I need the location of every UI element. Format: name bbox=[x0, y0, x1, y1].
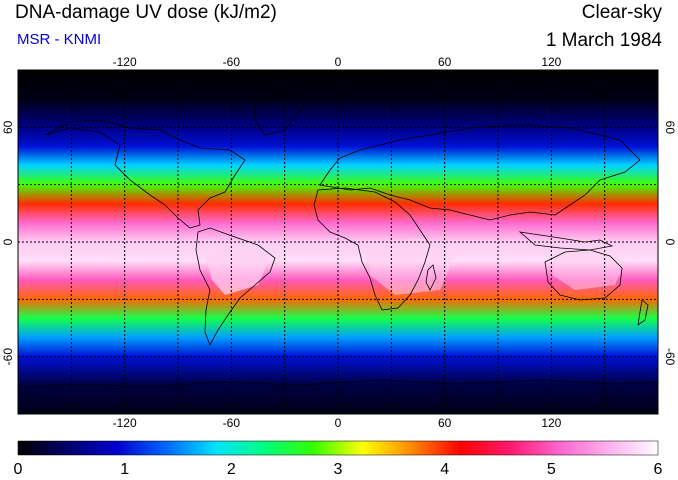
antarctica-coastline bbox=[18, 379, 658, 389]
lon-tick-label: 120 bbox=[541, 416, 561, 430]
africa-coastline bbox=[313, 187, 431, 311]
lon-tick-label: -60 bbox=[223, 55, 241, 69]
latitude-labels-left: 60 0 -60 bbox=[1, 120, 15, 365]
south-america-coastline bbox=[195, 227, 276, 346]
eurasia-coastline bbox=[319, 124, 641, 221]
land-overlay bbox=[18, 94, 658, 389]
colorbar bbox=[17, 440, 659, 456]
latitude-labels-right: 60 0 -60 bbox=[663, 121, 677, 366]
coastlines bbox=[18, 94, 658, 389]
source-label: MSR - KNMI bbox=[17, 31, 102, 48]
lat-tick-label: 60 bbox=[1, 120, 15, 134]
colorbar-tick-label: 4 bbox=[440, 461, 449, 478]
colorbar-tick-label: 3 bbox=[334, 461, 343, 478]
date-label: 1 March 1984 bbox=[545, 30, 662, 51]
longitude-labels-bottom: -120 -60 0 60 120 bbox=[113, 416, 562, 430]
colorbar-tick-label: 1 bbox=[120, 461, 129, 478]
lat-tick-label: -60 bbox=[1, 348, 15, 366]
map-frame bbox=[17, 69, 659, 415]
lon-tick-label: -120 bbox=[113, 55, 137, 69]
africa-high-dose-region bbox=[365, 238, 455, 295]
lon-tick-label: -120 bbox=[113, 416, 137, 430]
colorbar-tick-label: 0 bbox=[14, 461, 23, 478]
north-america-coastline bbox=[44, 119, 246, 229]
australia-coastline bbox=[544, 249, 623, 301]
map-title: DNA-damage UV dose (kJ/m2) bbox=[15, 2, 277, 23]
graticule bbox=[18, 70, 658, 414]
lon-tick-label: 0 bbox=[335, 416, 342, 430]
lon-tick-label: 60 bbox=[438, 55, 452, 69]
sky-condition-label: Clear-sky bbox=[581, 2, 662, 23]
lat-tick-label: 0 bbox=[1, 238, 15, 245]
lon-tick-label: -60 bbox=[223, 416, 241, 430]
madagascar-coastline bbox=[425, 264, 437, 291]
australia-high-dose-region bbox=[552, 250, 625, 290]
south-america-high-dose-region bbox=[205, 242, 270, 295]
longitude-labels-top: -120 -60 0 60 120 bbox=[113, 55, 562, 69]
lon-tick-label: 0 bbox=[335, 55, 342, 69]
colorbar-tick-label: 2 bbox=[227, 461, 236, 478]
lon-tick-label: 120 bbox=[541, 55, 561, 69]
colorbar-labels: 0 1 2 3 4 5 6 bbox=[14, 461, 663, 478]
lat-tick-label: -60 bbox=[663, 348, 677, 366]
colorbar-tick-label: 6 bbox=[654, 461, 663, 478]
new-zealand-coastline bbox=[637, 299, 649, 326]
colorbar-tick-label: 5 bbox=[547, 461, 556, 478]
lat-tick-label: 0 bbox=[663, 239, 677, 246]
indonesia-coastline bbox=[518, 231, 614, 251]
lat-tick-label: 60 bbox=[663, 121, 677, 135]
lon-tick-label: 60 bbox=[438, 416, 452, 430]
